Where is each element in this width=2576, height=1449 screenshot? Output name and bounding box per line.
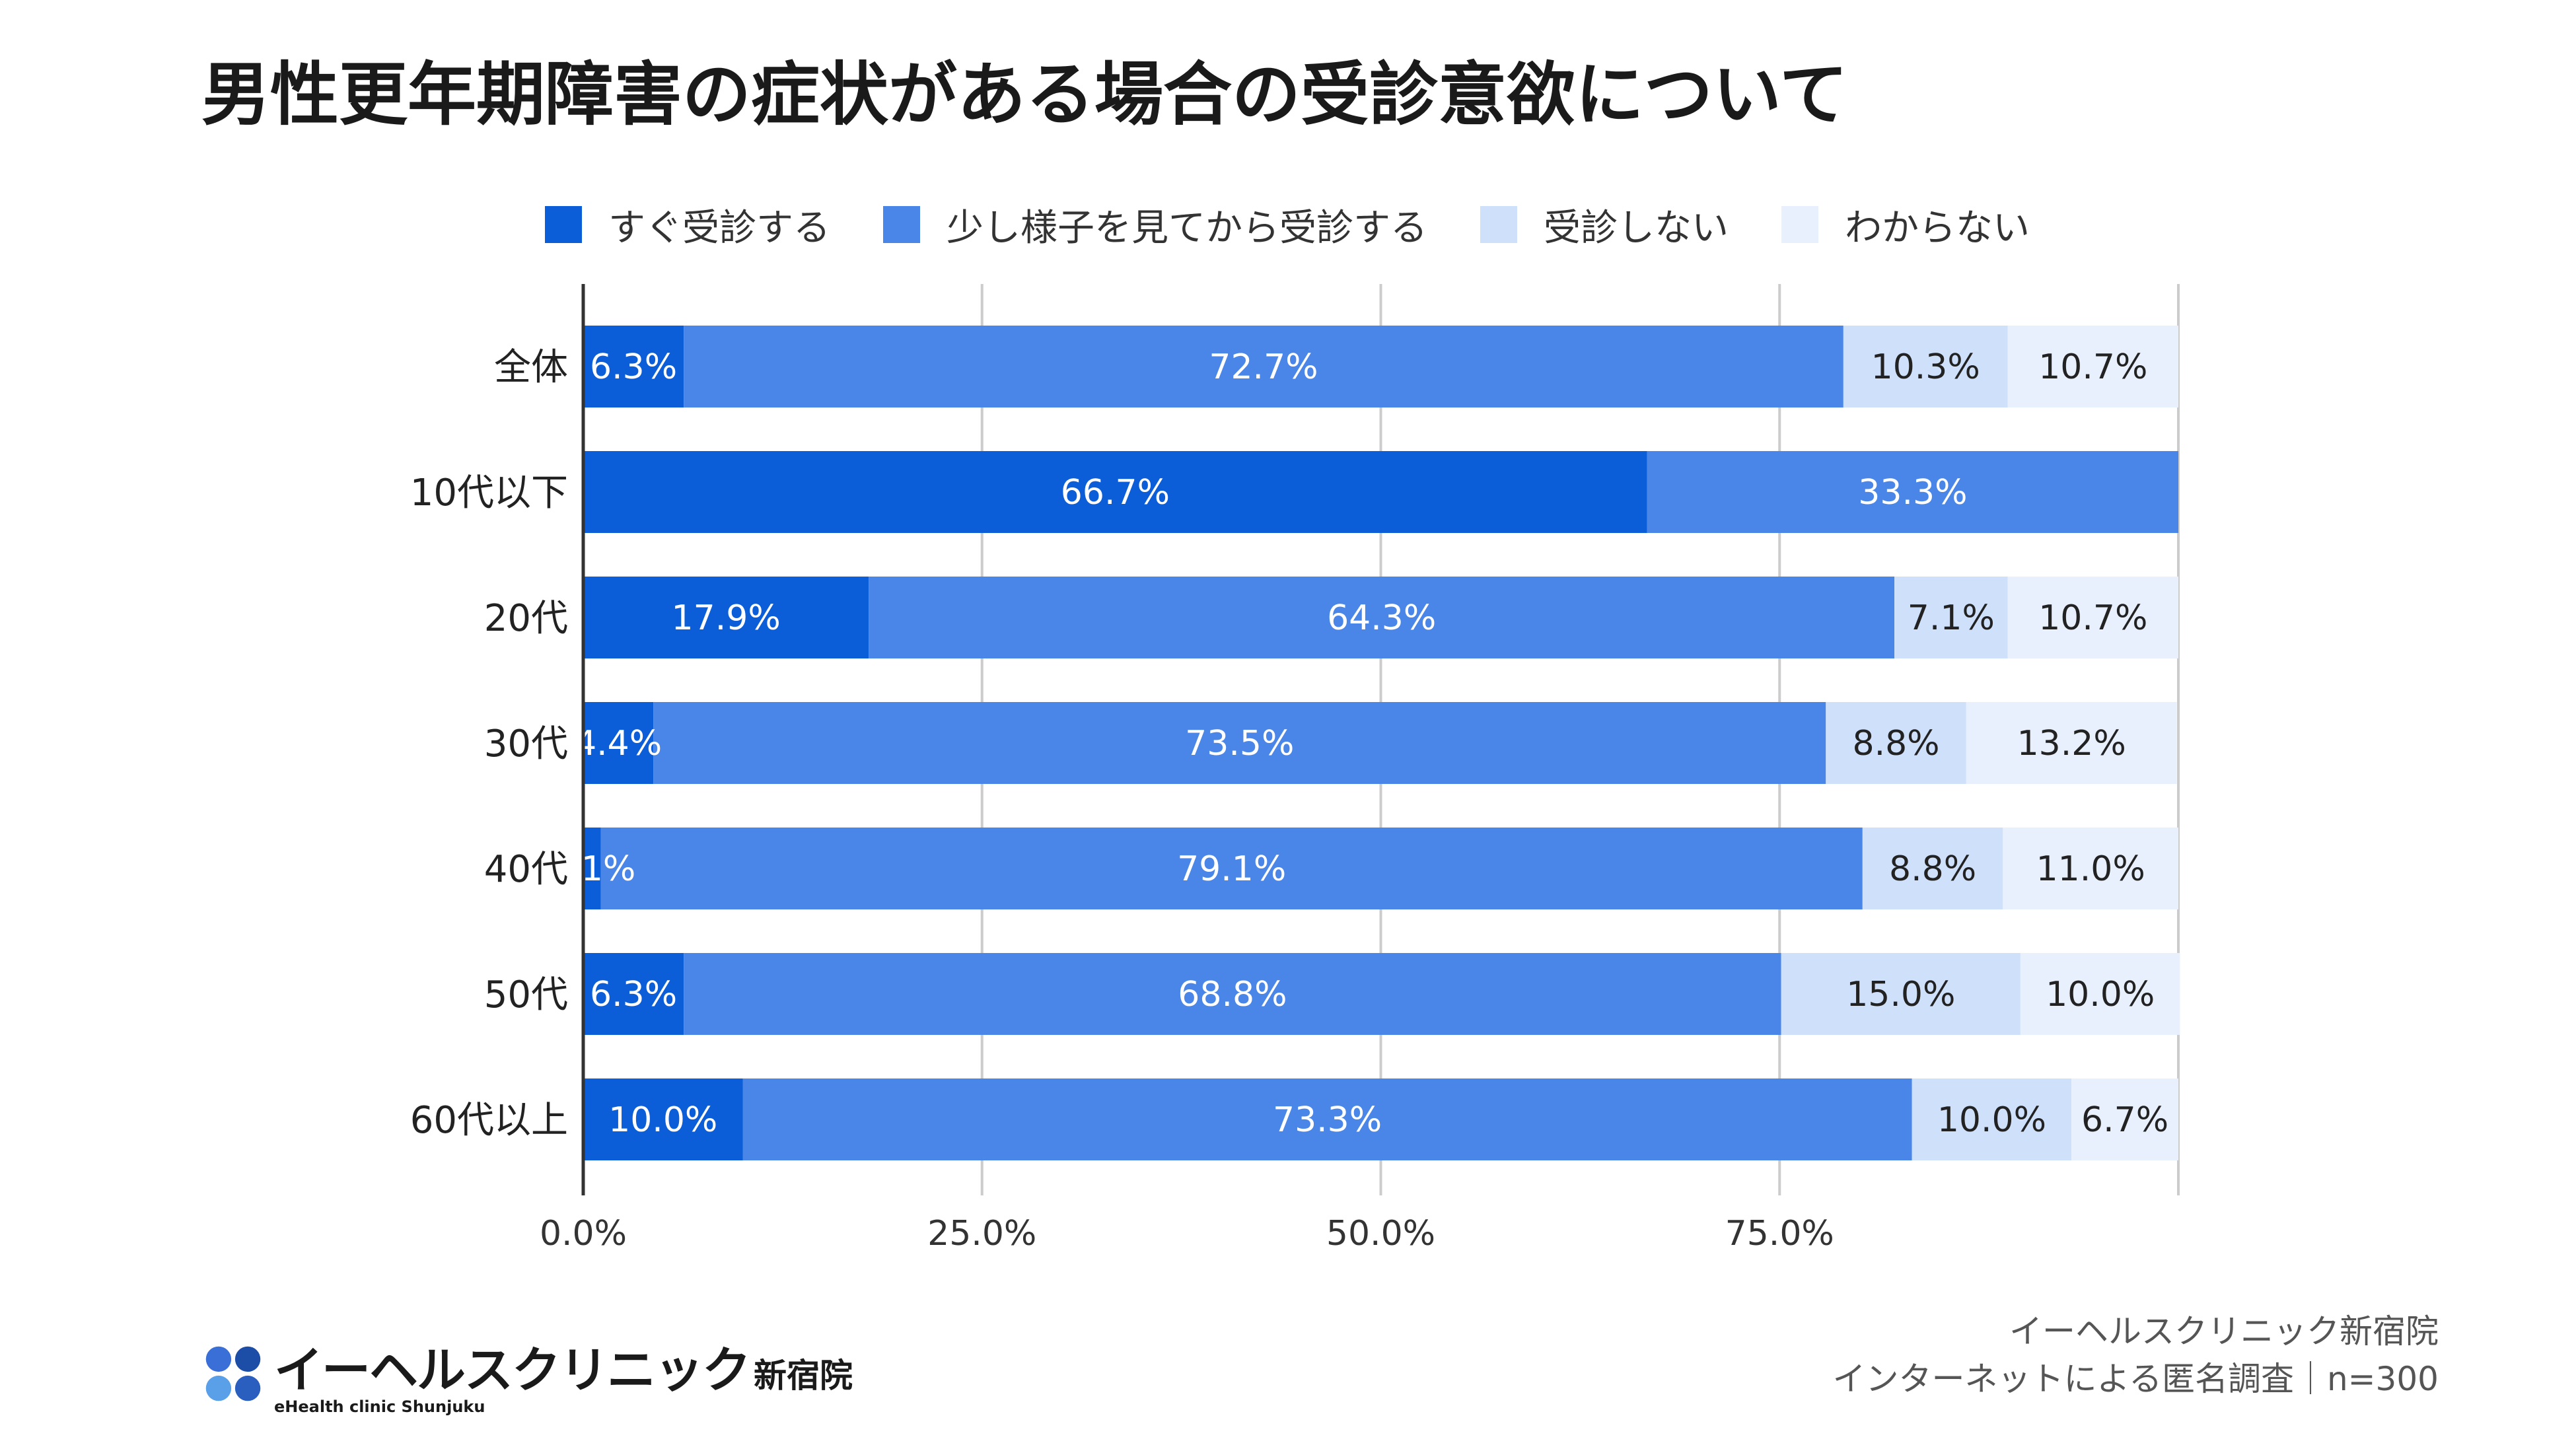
bar-segment xyxy=(684,953,1781,1035)
bar-segment xyxy=(2007,577,2178,658)
y-category-label: 40代 xyxy=(484,848,568,891)
bar-segment xyxy=(2071,1078,2178,1160)
credit-survey-note: インターネットによる匿名調査｜n=300 xyxy=(1832,1360,2439,1398)
x-tick-label: 50.0% xyxy=(1326,1214,1435,1254)
legend-swatch-immediate xyxy=(545,206,582,243)
bars xyxy=(583,326,2180,1160)
bar-value-label: 68.8% xyxy=(1178,975,1287,1014)
logo-name: イーヘルスクリニック xyxy=(274,1342,751,1399)
bar-segment xyxy=(583,953,684,1035)
bar-segment xyxy=(1966,702,2177,784)
legend-swatch-no-visit xyxy=(1480,206,1517,243)
y-category-label: 全体 xyxy=(494,346,568,389)
bar-segment xyxy=(653,702,1826,784)
bar-segment xyxy=(583,451,1647,533)
bar-value-label: 11.0% xyxy=(2036,849,2145,889)
bar-segment xyxy=(1843,326,2008,407)
y-category-label: 20代 xyxy=(484,597,568,640)
legend-swatch-unknown xyxy=(1781,206,1818,243)
legend-swatch-wait xyxy=(883,206,920,243)
bar-segment xyxy=(583,326,684,407)
bar-segment xyxy=(583,702,654,784)
bar-value-label: 8.8% xyxy=(1889,849,1976,889)
legend-label-wait: 少し様子を見てから受診する xyxy=(947,206,1427,250)
legend-label-immediate: すぐ受診する xyxy=(608,206,830,250)
bar-value-label: 10.0% xyxy=(2046,975,2155,1014)
bar-segment xyxy=(1781,953,2021,1035)
bar-segment xyxy=(583,1078,743,1160)
bar-segment xyxy=(1826,702,1966,784)
x-tick-label: 0.0% xyxy=(540,1214,627,1254)
legend-item-no-visit: 受診しない xyxy=(1480,198,1729,252)
bar-segment xyxy=(1912,1078,2072,1160)
bar-value-label: 7.1% xyxy=(1908,598,1995,638)
x-tick-label: 75.0% xyxy=(1725,1214,1834,1254)
y-category-label: 50代 xyxy=(484,973,568,1016)
bar-value-label: 72.7% xyxy=(1209,347,1318,387)
bar-value-label: 73.3% xyxy=(1273,1100,1382,1140)
chart-legend: すぐ受診する 少し様子を見てから受診する 受診しない わからない xyxy=(545,198,2083,251)
bar-segment xyxy=(1862,828,2003,909)
bar-segment xyxy=(2007,326,2178,407)
bar-value-label: 10.7% xyxy=(2038,598,2147,638)
bar-value-label: 10.0% xyxy=(1937,1100,2046,1140)
bar-segment xyxy=(1894,577,2008,658)
bar-segment xyxy=(583,828,601,909)
data-labels: 6.3% 72.7% 10.3% 10.7% 66.7% 33.3% 17.9% 64.3% 7… xyxy=(548,347,2168,1140)
bar-value-label: 8.8% xyxy=(1852,724,1939,763)
bar-segment xyxy=(2003,828,2178,909)
bar-value-label: 66.7% xyxy=(1061,473,1170,512)
bar-value-label: 1.1% xyxy=(548,849,635,889)
legend-item-immediate: すぐ受診する xyxy=(545,198,830,252)
bar-value-label: 10.3% xyxy=(1871,347,1980,387)
credit-clinic: イーヘルスクリニック新宿院 xyxy=(2009,1312,2439,1351)
logo-branch: 新宿院 xyxy=(754,1357,853,1395)
bar-value-label: 64.3% xyxy=(1327,598,1436,638)
bar-value-label: 79.1% xyxy=(1177,849,1286,889)
bar-segment xyxy=(2020,953,2180,1035)
bar-value-label: 6.3% xyxy=(590,975,677,1014)
bar-segment xyxy=(583,577,869,658)
legend-label-no-visit: 受診しない xyxy=(1544,206,1729,250)
bar-segment xyxy=(1647,451,2178,533)
bar-value-label: 17.9% xyxy=(672,598,781,638)
bar-value-label: 10.7% xyxy=(2038,347,2147,387)
bar-value-label: 73.5% xyxy=(1185,724,1294,763)
bar-segment xyxy=(742,1078,1912,1160)
chart-title: 男性更年期障害の症状がある場合の受診意欲について xyxy=(201,54,1848,135)
bar-value-label: 6.3% xyxy=(590,347,677,387)
survey-credit: イーヘルスクリニック新宿院 インターネットによる匿名調査｜n=300 xyxy=(1832,1308,2439,1403)
y-category-label: 10代以下 xyxy=(410,472,568,514)
logo-subtitle: eHealth clinic Shunjuku xyxy=(274,1397,485,1416)
bar-segment xyxy=(684,326,1843,407)
logo-dots-icon xyxy=(205,1346,261,1401)
bar-segment xyxy=(600,828,1863,909)
bar-value-label: 13.2% xyxy=(2017,724,2126,763)
clinic-logo: イーヘルスクリニック 新宿院 eHealth clinic Shunjuku xyxy=(201,1331,853,1416)
bar-value-label: 4.4% xyxy=(575,724,662,763)
bar-value-label: 6.7% xyxy=(2081,1100,2168,1140)
bar-value-label: 10.0% xyxy=(608,1100,717,1140)
y-category-label: 60代以上 xyxy=(410,1099,568,1142)
bar-value-label: 15.0% xyxy=(1846,975,1955,1014)
bar-value-label: 33.3% xyxy=(1858,473,1967,512)
bar-segment xyxy=(869,577,1895,658)
x-tick-label: 25.0% xyxy=(927,1214,1036,1254)
legend-item-unknown: わからない xyxy=(1781,198,2030,252)
y-category-label: 30代 xyxy=(484,723,568,765)
legend-item-wait: 少し様子を見てから受診する xyxy=(883,198,1427,252)
axes: 0.0% 25.0% 50.0% 75.0% 全体 10代以下 20代 30代 40代 50代 60… xyxy=(410,284,1834,1254)
legend-label-unknown: わからない xyxy=(1845,206,2030,250)
